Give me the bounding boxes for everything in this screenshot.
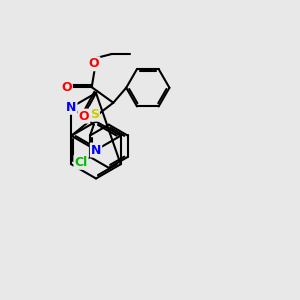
Text: O: O bbox=[79, 110, 89, 123]
Text: N: N bbox=[66, 101, 76, 114]
Text: N: N bbox=[91, 143, 101, 157]
Text: O: O bbox=[61, 81, 72, 94]
Text: S: S bbox=[90, 108, 99, 121]
Text: Cl: Cl bbox=[74, 156, 88, 169]
Text: O: O bbox=[89, 57, 99, 70]
